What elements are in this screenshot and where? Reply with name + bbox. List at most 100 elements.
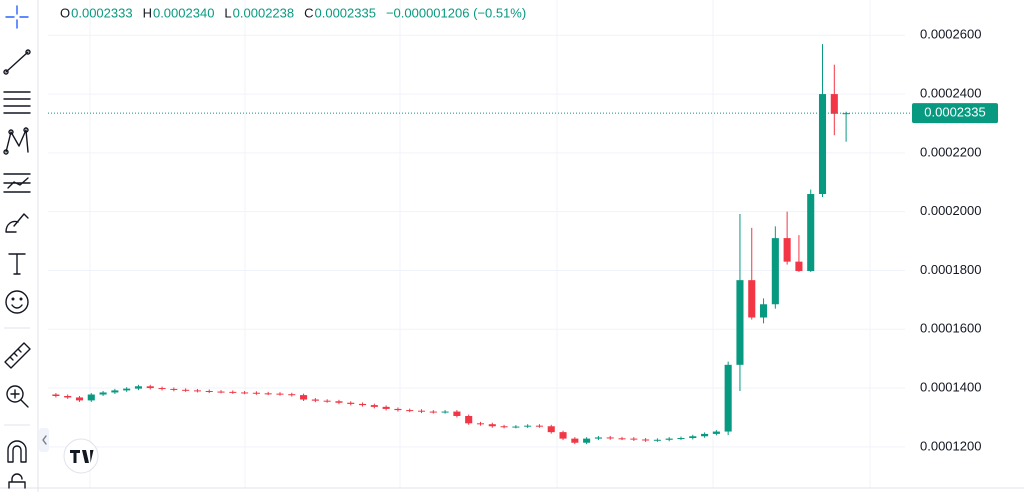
- candle-body: [323, 400, 331, 402]
- candle-body: [87, 394, 95, 401]
- y-tick-label: 0.0001600: [920, 321, 981, 336]
- candle-body: [500, 426, 508, 428]
- candle-body: [170, 388, 178, 390]
- logo-circle: [63, 438, 99, 474]
- y-tick-label: 0.0001400: [920, 379, 981, 394]
- candle-body: [724, 364, 732, 432]
- collapse-toolbar-button[interactable]: [39, 428, 49, 452]
- logo: [63, 438, 99, 474]
- legend-value: 0.0002333: [71, 5, 132, 20]
- candle-body: [382, 406, 390, 409]
- legend-change: −0.000001206 (−0.51%): [386, 5, 526, 20]
- candle-body: [476, 423, 485, 425]
- candle-body: [642, 439, 650, 441]
- candle-body: [229, 391, 237, 393]
- candle-body: [583, 438, 591, 443]
- candle-body: [146, 386, 154, 389]
- candle-body: [606, 437, 614, 439]
- candle-body: [241, 392, 249, 394]
- legend-key: C: [304, 5, 313, 20]
- y-tick-label: 0.0001800: [920, 262, 981, 277]
- y-tick-label: 0.0002400: [920, 86, 981, 101]
- y-tick-label: 0.0001200: [920, 438, 981, 453]
- candles: [52, 44, 850, 445]
- candle-body: [429, 411, 437, 413]
- candle-body: [701, 433, 709, 437]
- candle-body: [795, 261, 803, 272]
- candle-body: [653, 439, 661, 441]
- candle-body: [347, 402, 355, 404]
- candle-body: [760, 304, 768, 318]
- candle-body: [370, 405, 378, 407]
- forecast-tool[interactable]: [3, 173, 31, 193]
- candle-body: [465, 415, 473, 424]
- candle-body: [288, 394, 296, 396]
- collapse-arrow: [42, 435, 47, 445]
- text-tool[interactable]: [8, 253, 26, 275]
- legend-key: L: [224, 5, 231, 20]
- candle-body: [441, 411, 449, 413]
- emoji-tool[interactable]: [5, 290, 29, 314]
- candle-body: [771, 238, 779, 305]
- y-tick-label: 0.0002600: [920, 27, 981, 42]
- legend-value: 0.0002340: [153, 5, 214, 20]
- candle-body: [252, 392, 260, 394]
- candle-body: [264, 393, 272, 395]
- candle-body: [205, 390, 213, 392]
- candle-body: [535, 425, 543, 427]
- pattern-tool[interactable]: [3, 127, 29, 155]
- candle-body: [453, 411, 461, 416]
- candle-body: [736, 280, 744, 365]
- candle-body: [335, 401, 343, 403]
- candle-body: [547, 426, 555, 433]
- vertical-grid: [89, 0, 871, 488]
- trend-line-tool[interactable]: [3, 49, 31, 75]
- last-price-badge: [912, 103, 998, 124]
- grid: [48, 34, 905, 448]
- ohlc-legend: O 0.0002333 H 0.0002340 L 0.0002238 C 0.0002335…: [60, 5, 526, 20]
- candle-body: [75, 397, 84, 401]
- candle-body: [807, 194, 815, 272]
- candle-body: [512, 426, 520, 428]
- legend-value: 0.0002238: [233, 5, 294, 20]
- candle-body: [630, 438, 638, 440]
- candle-body: [217, 391, 225, 393]
- candle-body: [571, 438, 579, 443]
- zoom-tool[interactable]: [6, 385, 29, 408]
- candle-body: [488, 424, 496, 427]
- fib-tool[interactable]: [3, 91, 31, 114]
- candle-body: [111, 390, 119, 393]
- brush-tool[interactable]: [5, 213, 29, 233]
- logo-mark: [70, 450, 94, 463]
- lock-tool[interactable]: [8, 473, 26, 489]
- legend-value: 0.0002335: [315, 5, 376, 20]
- candle-body: [559, 432, 567, 439]
- candle-body: [417, 410, 426, 412]
- candle-body: [311, 399, 319, 401]
- crosshair-tool[interactable]: [5, 5, 29, 29]
- magnet-tool[interactable]: [7, 440, 27, 463]
- candle-body: [748, 280, 756, 318]
- candle-body: [394, 408, 402, 411]
- candle-body: [99, 392, 107, 395]
- candle-body: [359, 403, 367, 406]
- legend-key: O: [60, 5, 70, 20]
- ruler-tool[interactable]: [4, 342, 31, 369]
- candle-body: [64, 395, 72, 398]
- candle-body: [830, 94, 838, 114]
- candle-body: [276, 393, 284, 395]
- last-price-label: 0.0002335: [924, 105, 985, 120]
- candle-body: [300, 395, 308, 400]
- legend-key: H: [143, 5, 152, 20]
- candle-body: [665, 438, 673, 440]
- candle-body: [712, 431, 720, 434]
- y-tick-label: 0.0002000: [920, 203, 981, 218]
- candle-body: [618, 438, 626, 440]
- candle-body: [689, 436, 697, 439]
- toolbar: [3, 0, 49, 492]
- candle-body: [594, 437, 602, 439]
- candle-body: [818, 94, 827, 195]
- candle-body: [677, 438, 685, 440]
